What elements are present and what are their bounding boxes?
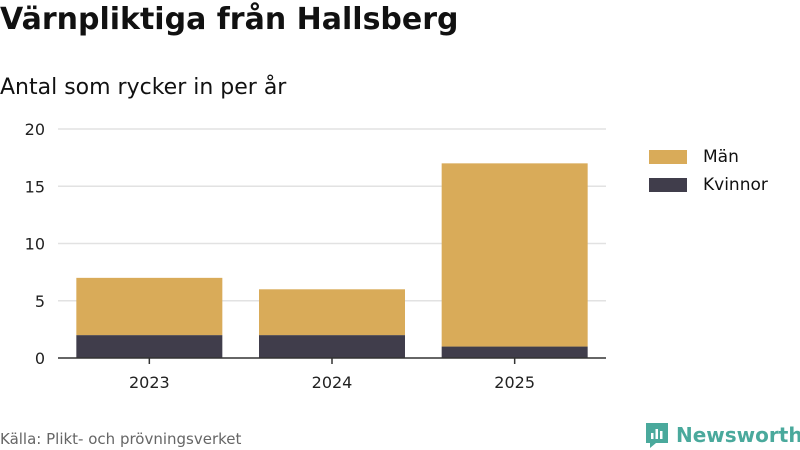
y-tick-label-5: 5 [35,292,45,311]
x-tick-label-2025: 2025 [494,373,535,392]
bar-man-2023 [76,277,223,336]
legend-swatch-man [649,150,687,164]
y-tick-label-0: 0 [35,349,45,368]
y-tick-label-10: 10 [25,235,45,254]
bar-kvinnor-2025 [441,346,588,358]
bar-kvinnor-2024 [259,335,405,358]
source-note: Källa: Plikt- och prövningsverket [0,430,242,448]
chart-title: Värnpliktiga från Hallsberg [0,2,459,37]
y-tick-label-20: 20 [25,120,45,139]
newsworthy-logo-icon [646,423,668,448]
chart-subtitle: Antal som rycker in per år [0,75,287,100]
legend-label-man: Män [703,147,739,167]
legend-swatch-kvinnor [649,178,687,192]
x-tick-label-2024: 2024 [312,373,353,392]
bar-kvinnor-2023 [76,335,223,358]
legend: Män Kvinnor [649,146,768,202]
y-tick-label-15: 15 [25,177,45,196]
bar-man-2025 [441,163,588,347]
legend-item-man: Män [649,146,768,168]
legend-label-kvinnor: Kvinnor [703,175,768,195]
x-tick-label-2023: 2023 [129,373,170,392]
bar-man-2024 [259,289,405,336]
legend-item-kvinnor: Kvinnor [649,174,768,196]
brand-name: Newsworthy [676,423,800,447]
brand-logo: Newsworthy [644,421,800,449]
